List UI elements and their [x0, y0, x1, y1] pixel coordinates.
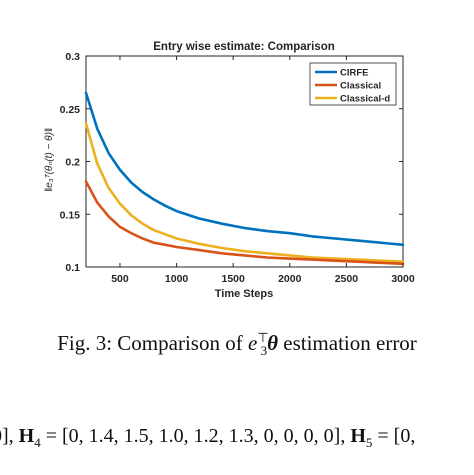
clipped-next-line — [60, 468, 420, 475]
y-axis: 0.1 0.15 0.2 0.25 0.3 — [60, 51, 403, 274]
legend: CIRFE Classical Classical-d — [309, 62, 397, 106]
chart-title: Entry wise estimate: Comparison — [153, 41, 335, 53]
legend-items: CIRFE Classical Classical-d — [315, 68, 390, 105]
legend-label: Classical-d — [340, 94, 390, 105]
x-tick-label: 2000 — [278, 273, 302, 285]
body-h5-sub: 5 — [365, 435, 373, 450]
series-line-classical — [84, 180, 405, 266]
x-tick-label: 1000 — [165, 273, 189, 285]
y-tick-label: 0.15 — [60, 209, 81, 221]
caption-subscript: 3 — [260, 343, 268, 359]
y-tick-label: 0.25 — [60, 104, 81, 116]
body-lead: 0], — [0, 425, 14, 447]
series-line-classical-d — [84, 122, 405, 264]
y-tick-label: 0.2 — [65, 157, 80, 169]
chart: 500 1000 1500 2000 2500 3000 0.10.150.20.250.… — [44, 41, 415, 300]
caption-e: e — [247, 331, 258, 355]
y-tick-label: 0.1 — [65, 262, 80, 274]
caption-prefix: Fig. 3: Comparison of — [57, 331, 248, 355]
body-h4-sub: 4 — [34, 435, 41, 450]
figure-caption: Fig. 3: Comparison of e⊤3θ estimation er… — [0, 330, 474, 359]
caption-suffix: estimation error — [278, 331, 417, 355]
caption-transpose: ⊤ — [257, 330, 269, 345]
series-layer — [84, 91, 405, 266]
x-tick-label: 3000 — [391, 273, 415, 285]
x-tick-label: 2500 — [335, 273, 359, 285]
legend-label: CIRFE — [340, 68, 369, 79]
legend-label: Classical — [340, 81, 381, 92]
caption-theta: θ — [267, 331, 279, 355]
body-text-line: 0], H4 = [0, 1.4, 1.5, 1.0, 1.2, 1.3, 0,… — [0, 425, 474, 451]
body-h5: H — [350, 425, 366, 447]
x-tick-label: 1500 — [221, 273, 245, 285]
x-axis: 500 1000 1500 2000 2500 3000 — [111, 56, 415, 285]
x-axis-label: Time Steps — [215, 288, 274, 300]
body-h5-value: = [0, — [372, 425, 416, 447]
body-h4: H — [18, 425, 35, 447]
x-tick-label: 500 — [111, 273, 129, 285]
y-tick-label: 0.3 — [65, 51, 80, 63]
y-axis-label: ‖e₃ᵀ(θₙ(t) − θ)‖ — [44, 128, 55, 192]
series-line-cirfe — [84, 91, 405, 247]
body-h4-value: = [0, 1.4, 1.5, 1.0, 1.2, 1.3, 0, 0, 0, … — [40, 425, 351, 447]
